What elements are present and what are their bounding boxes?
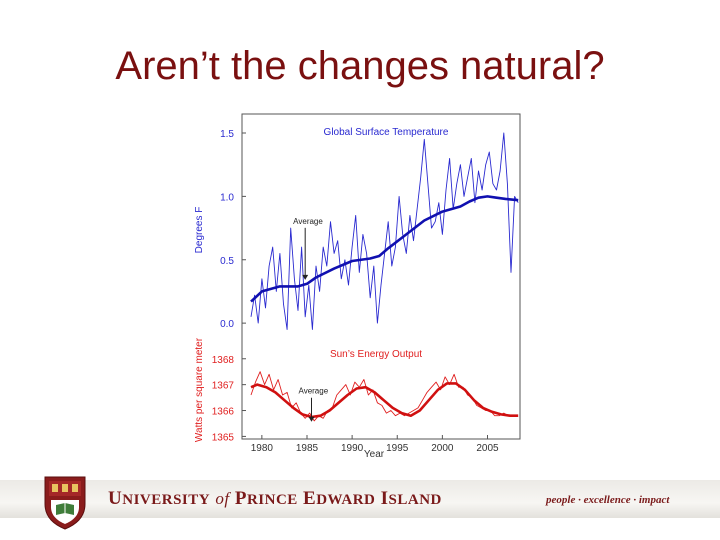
sun-y-axis-label: Watts per square meter — [194, 337, 205, 442]
sun-y-tick-label: 1366 — [212, 407, 235, 418]
x-tick-label: 1985 — [296, 443, 319, 454]
x-tick-label: 2005 — [476, 443, 499, 454]
x-tick-label: 1990 — [341, 443, 364, 454]
temperature-y-tick-label: 1.5 — [220, 129, 234, 140]
sun-y-tick-label: 1365 — [212, 432, 235, 443]
university-name: UNIVERSITY of PRINCE EDWARD ISLAND — [108, 488, 442, 509]
temperature-y-tick-label: 0.0 — [220, 319, 234, 330]
temperature-y-tick-label: 1.0 — [220, 192, 234, 203]
temperature-series-line — [250, 132, 519, 330]
tagline: people · excellence · impact — [546, 494, 670, 506]
university-crest-icon — [44, 476, 86, 530]
sun-average-annotation: Average — [299, 387, 329, 396]
temperature-average-annotation: Average — [293, 217, 323, 226]
temperature-y-tick-label: 0.5 — [220, 256, 234, 267]
sun-average-line — [250, 382, 519, 419]
climate-chart: Global Surface Temperature Sun’s Energy … — [194, 113, 521, 460]
sun-y-tick-label: 1367 — [212, 381, 235, 392]
temperature-average-line — [250, 195, 519, 303]
sun-y-tick-label: 1368 — [212, 355, 235, 366]
footer: UNIVERSITY of PRINCE EDWARD ISLAND peopl… — [0, 470, 720, 540]
temperature-chart-title: Global Surface Temperature — [324, 127, 449, 138]
arrowhead-icon — [308, 416, 315, 422]
temperature-y-axis-label: Degrees F — [194, 207, 205, 254]
sun-chart-title: Sun’s Energy Output — [330, 349, 422, 360]
footer-band — [0, 480, 720, 518]
x-tick-label: 2000 — [431, 443, 454, 454]
x-tick-label: 1980 — [251, 443, 274, 454]
plot-frame — [241, 113, 521, 440]
slide-title: Aren’t the changes natural? — [115, 44, 605, 88]
x-axis-label: Year — [364, 449, 385, 460]
arrowhead-icon — [302, 274, 309, 280]
x-tick-label: 1995 — [386, 443, 409, 454]
